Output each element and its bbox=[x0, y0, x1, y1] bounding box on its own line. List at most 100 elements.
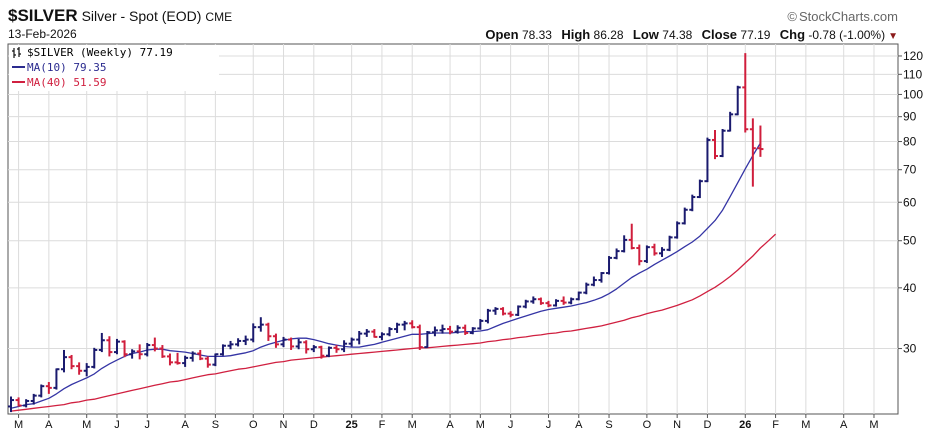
ohlc-bar bbox=[197, 349, 204, 361]
x-month-label: F bbox=[379, 419, 386, 431]
ohlc-bar bbox=[45, 382, 52, 394]
ohlc-bar bbox=[727, 111, 734, 132]
ma40-line bbox=[10, 233, 777, 412]
ohlc-bar bbox=[151, 337, 158, 352]
x-month-label: J bbox=[145, 419, 151, 431]
ohlc-bar bbox=[250, 323, 257, 343]
ohlc-bar bbox=[651, 243, 658, 256]
x-month-label: A bbox=[45, 419, 53, 431]
y-tick-label: 70 bbox=[903, 163, 917, 177]
ohlc-bar bbox=[83, 363, 90, 377]
ohlc-bar bbox=[704, 137, 711, 183]
ohlc-bar bbox=[409, 320, 416, 329]
ohlc-bar bbox=[583, 282, 590, 295]
ohlc-bar bbox=[68, 354, 75, 370]
ohlc-bar bbox=[166, 353, 173, 366]
ohlc-bar bbox=[757, 125, 764, 157]
x-month-label: J bbox=[114, 419, 120, 431]
y-tick-label: 40 bbox=[903, 281, 917, 295]
high-label: High bbox=[561, 27, 591, 42]
ohlc-bar bbox=[439, 324, 446, 334]
chart-title: $SILVER Silver - Spot (EOD) CME bbox=[8, 6, 232, 26]
ohlc-bar bbox=[424, 331, 431, 349]
y-tick-label: 90 bbox=[903, 110, 917, 124]
y-tick-label: 80 bbox=[903, 135, 917, 149]
ohlc-bar bbox=[553, 299, 560, 307]
ohlc-bar bbox=[189, 351, 196, 362]
ohlc-bar bbox=[492, 307, 499, 315]
legend-item-price: $SILVER (Weekly) 77.19 bbox=[12, 46, 173, 59]
x-year-label: 26 bbox=[739, 419, 751, 431]
x-axis: M A M J J A S O N D 25 F M A M J J A S O N D 26 F M A M bbox=[14, 414, 879, 431]
ohlc-bar bbox=[742, 53, 749, 133]
ohlc-bar bbox=[666, 235, 673, 252]
ohlc-bar bbox=[348, 337, 355, 347]
x-month-label: F bbox=[772, 419, 779, 431]
ohlc-bar bbox=[38, 384, 45, 398]
ohlc-bar bbox=[522, 299, 529, 309]
ohlc-bar bbox=[113, 338, 120, 355]
ohlc-bar bbox=[749, 118, 756, 187]
ohlc-bar bbox=[325, 346, 332, 358]
ohlc-bar bbox=[235, 338, 242, 347]
y-tick-label: 50 bbox=[903, 234, 917, 248]
ohlc-bar bbox=[129, 349, 136, 359]
ohlc-bar bbox=[318, 345, 325, 359]
ohlc-bar bbox=[219, 344, 226, 356]
legend-ma40-text: MA(40) 51.59 bbox=[27, 76, 106, 89]
open-value: 78.33 bbox=[521, 28, 552, 42]
ohlc-bar bbox=[477, 319, 484, 330]
ohlc-bar bbox=[53, 368, 60, 390]
ohlc-bar bbox=[689, 194, 696, 212]
symbol: $SILVER bbox=[8, 6, 78, 25]
grid-lines bbox=[8, 44, 898, 414]
ohlc-bar bbox=[628, 223, 635, 250]
x-month-label: S bbox=[212, 419, 219, 431]
ohlc-bar bbox=[91, 347, 98, 369]
ohlc-summary: Open 78.33 High 86.28 Low 74.38 Close 77… bbox=[479, 27, 898, 42]
x-month-label: M bbox=[14, 419, 23, 431]
ohlc-bar bbox=[272, 333, 279, 348]
ohlc-bar bbox=[515, 305, 522, 317]
ohlc-bar bbox=[530, 296, 537, 304]
ohlc-bar bbox=[500, 307, 507, 316]
ohlc-bar bbox=[454, 325, 461, 334]
watermark-text: StockCharts.com bbox=[799, 9, 898, 24]
ohlc-bar bbox=[674, 221, 681, 239]
ohlc-bar bbox=[469, 327, 476, 335]
x-month-label: M bbox=[801, 419, 810, 431]
ohlc-bar bbox=[106, 336, 113, 357]
ohlc-bar bbox=[182, 355, 189, 367]
ohlc-bar bbox=[356, 331, 363, 345]
legend-background bbox=[9, 45, 219, 91]
ohlc-bar bbox=[371, 329, 378, 338]
x-month-label: N bbox=[280, 419, 288, 431]
ohlc-bar bbox=[386, 327, 393, 337]
low-value: 74.38 bbox=[662, 28, 693, 42]
y-tick-label: 110 bbox=[903, 67, 922, 81]
ohlc-bar bbox=[613, 248, 620, 260]
x-year-label: 25 bbox=[346, 419, 358, 431]
x-month-label: N bbox=[673, 419, 681, 431]
ohlc-bar bbox=[447, 325, 454, 335]
ohlc-bar bbox=[484, 308, 491, 324]
ohlc-bar bbox=[144, 342, 151, 357]
x-month-label: O bbox=[643, 419, 652, 431]
ohlc-bar bbox=[15, 397, 22, 407]
ohlc-bar bbox=[212, 353, 219, 367]
ohlc-bar bbox=[560, 296, 567, 305]
ohlc-bar bbox=[416, 324, 423, 350]
y-tick-label: 60 bbox=[903, 195, 917, 209]
ohlc-bar bbox=[643, 245, 650, 263]
ohlc-bar bbox=[734, 85, 741, 116]
ohlc-bar bbox=[394, 322, 401, 333]
legend-item-ma40: MA(40) 51.59 bbox=[12, 76, 106, 89]
x-month-label: J bbox=[508, 419, 514, 431]
down-triangle-icon: ▼ bbox=[888, 31, 898, 42]
ohlc-bar bbox=[401, 320, 408, 331]
y-axis: 30 40 50 60 70 80 90 100 110 120 bbox=[898, 49, 923, 356]
ohlc-bar bbox=[30, 393, 37, 405]
description: Silver - Spot (EOD) bbox=[81, 8, 202, 24]
ohlc-bar bbox=[159, 345, 166, 358]
